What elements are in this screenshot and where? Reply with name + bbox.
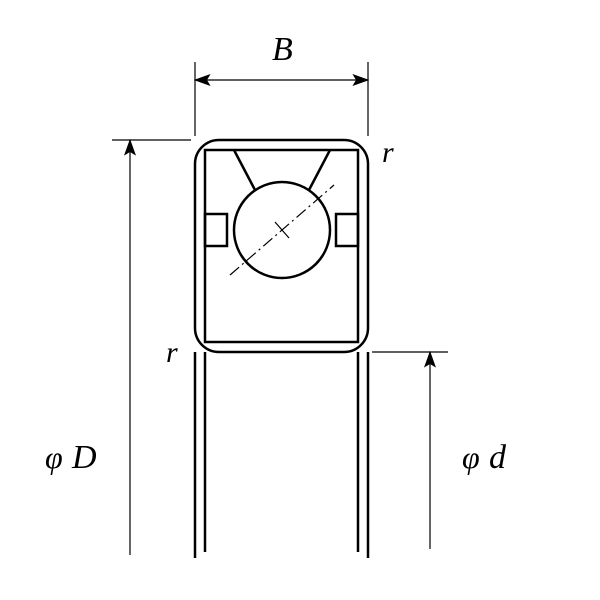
label-d: d (489, 439, 507, 476)
label-phi-D-phi: φ (45, 439, 63, 475)
label-phi-d-phi: φ (462, 439, 480, 475)
label-D: D (71, 439, 97, 476)
shaft-lines (195, 352, 368, 558)
dim-width-B: B (195, 31, 368, 136)
label-r-lower: r (166, 336, 178, 369)
label-B: B (272, 31, 293, 68)
bearing-body (195, 140, 368, 352)
bearing-diagram: B φ D φ d r r (0, 0, 600, 600)
label-r-upper: r (382, 136, 394, 169)
dim-inner-diameter: φ d (372, 352, 507, 549)
